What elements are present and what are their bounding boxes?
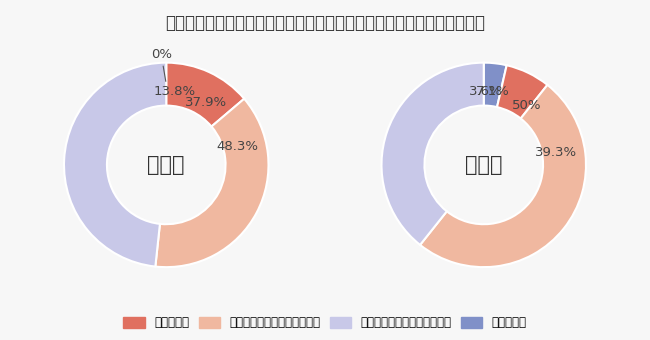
Text: 48.3%: 48.3% (216, 140, 259, 153)
Text: 7.1%: 7.1% (476, 85, 510, 98)
Wedge shape (484, 63, 507, 107)
Legend: 良くなった, どちらかと言えば良くなった, どちらかと言えば悪くなった, 悪くなった: 良くなった, どちらかと言えば良くなった, どちらかと言えば悪くなった, 悪くな… (119, 312, 531, 334)
Text: 0%: 0% (151, 48, 172, 81)
Text: 39.3%: 39.3% (535, 146, 577, 159)
Text: 13.8%: 13.8% (154, 85, 196, 98)
Wedge shape (166, 63, 244, 126)
Wedge shape (382, 63, 484, 245)
Text: 上司・部下間のコミュニケーションのしやすさに変化はありましたか？: 上司・部下間のコミュニケーションのしやすさに変化はありましたか？ (165, 14, 485, 32)
Text: 37.9%: 37.9% (185, 97, 227, 109)
Text: 50%: 50% (512, 99, 541, 112)
Wedge shape (497, 65, 547, 119)
Wedge shape (155, 99, 268, 267)
Wedge shape (64, 63, 166, 267)
Text: 管理系: 管理系 (465, 155, 502, 175)
Text: 営業系: 営業系 (148, 155, 185, 175)
Text: 3.6%: 3.6% (469, 85, 503, 98)
Wedge shape (420, 85, 586, 267)
